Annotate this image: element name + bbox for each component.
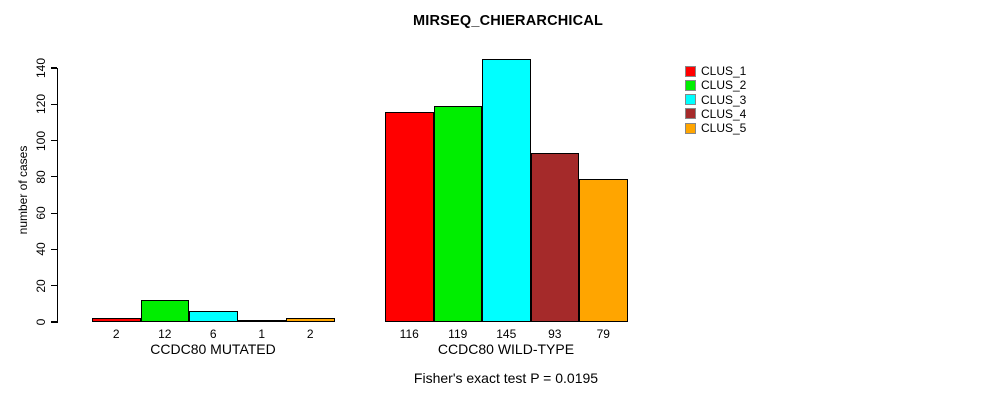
bar-clus_2-group2 [433,106,482,322]
y-tick-label: 80 [34,170,48,184]
bar-clus_4-group2 [530,153,579,322]
y-tick-label: 0 [34,318,48,326]
legend-swatch-icon [685,65,696,77]
legend-swatch-icon [685,79,696,91]
bar-value-label: 145 [496,327,517,341]
y-tick [51,248,57,251]
legend-label: CLUS_1 [701,64,747,78]
bar-value-label: 12 [158,327,172,341]
y-tick [51,139,57,142]
y-tick-label: 120 [34,94,48,115]
y-tick [51,285,57,287]
bar-value-label: 2 [112,327,120,341]
bar-value-label: 6 [209,327,217,341]
y-tick-label: 140 [34,57,48,79]
y-tick-label: 40 [34,242,48,257]
bar-clus_5-group2 [579,178,628,322]
chart-title: MIRSEQ_CHIERARCHICAL [412,13,604,29]
y-tick [51,212,57,214]
bar-clus_1-group2 [385,111,434,322]
y-axis-line [57,68,59,323]
legend-label: CLUS_2 [701,78,747,93]
y-tick-label: 20 [34,279,48,293]
bar-value-label: 2 [306,327,314,341]
x-group-label-wildtype: CCDC80 WILD-TYPE [437,341,575,357]
bar-clus_3-group1 [189,311,238,322]
legend-swatch-icon [685,108,696,120]
legend-entry: CLUS_4 [685,108,746,120]
y-tick [51,67,57,69]
bar-value-label: 79 [596,327,610,341]
legend-label: CLUS_4 [701,106,747,121]
legend-entry: CLUS_5 [685,122,746,134]
y-tick-label: 100 [34,130,48,151]
y-tick [51,103,57,105]
bar-clus_1-group1 [92,318,141,322]
bar-value-label: 119 [448,327,468,341]
bar-clus_5-group1 [286,318,335,322]
y-tick [51,321,57,323]
y-tick-label: 60 [34,206,48,220]
bar-clus_4-group1 [237,320,286,323]
legend-swatch-icon [685,94,696,106]
y-tick [51,176,57,178]
bar-value-label: 93 [548,327,562,341]
x-group-label-mutated: CCDC80 MUTATED [150,341,276,357]
legend-label: CLUS_3 [701,92,747,107]
legend-swatch-icon [685,122,696,134]
bar-clus_3-group2 [482,58,531,322]
bar-clus_2-group1 [140,300,189,322]
legend-entry: CLUS_3 [685,94,746,106]
y-axis-label: number of cases [16,145,30,235]
legend-entry: CLUS_2 [685,79,746,91]
footnote-fisher-test: Fisher's exact test P = 0.0195 [413,370,599,386]
bar-value-label: 116 [399,327,419,341]
legend-label: CLUS_5 [701,121,747,136]
legend-entry: CLUS_1 [685,65,746,77]
bar-value-label: 1 [258,327,266,341]
